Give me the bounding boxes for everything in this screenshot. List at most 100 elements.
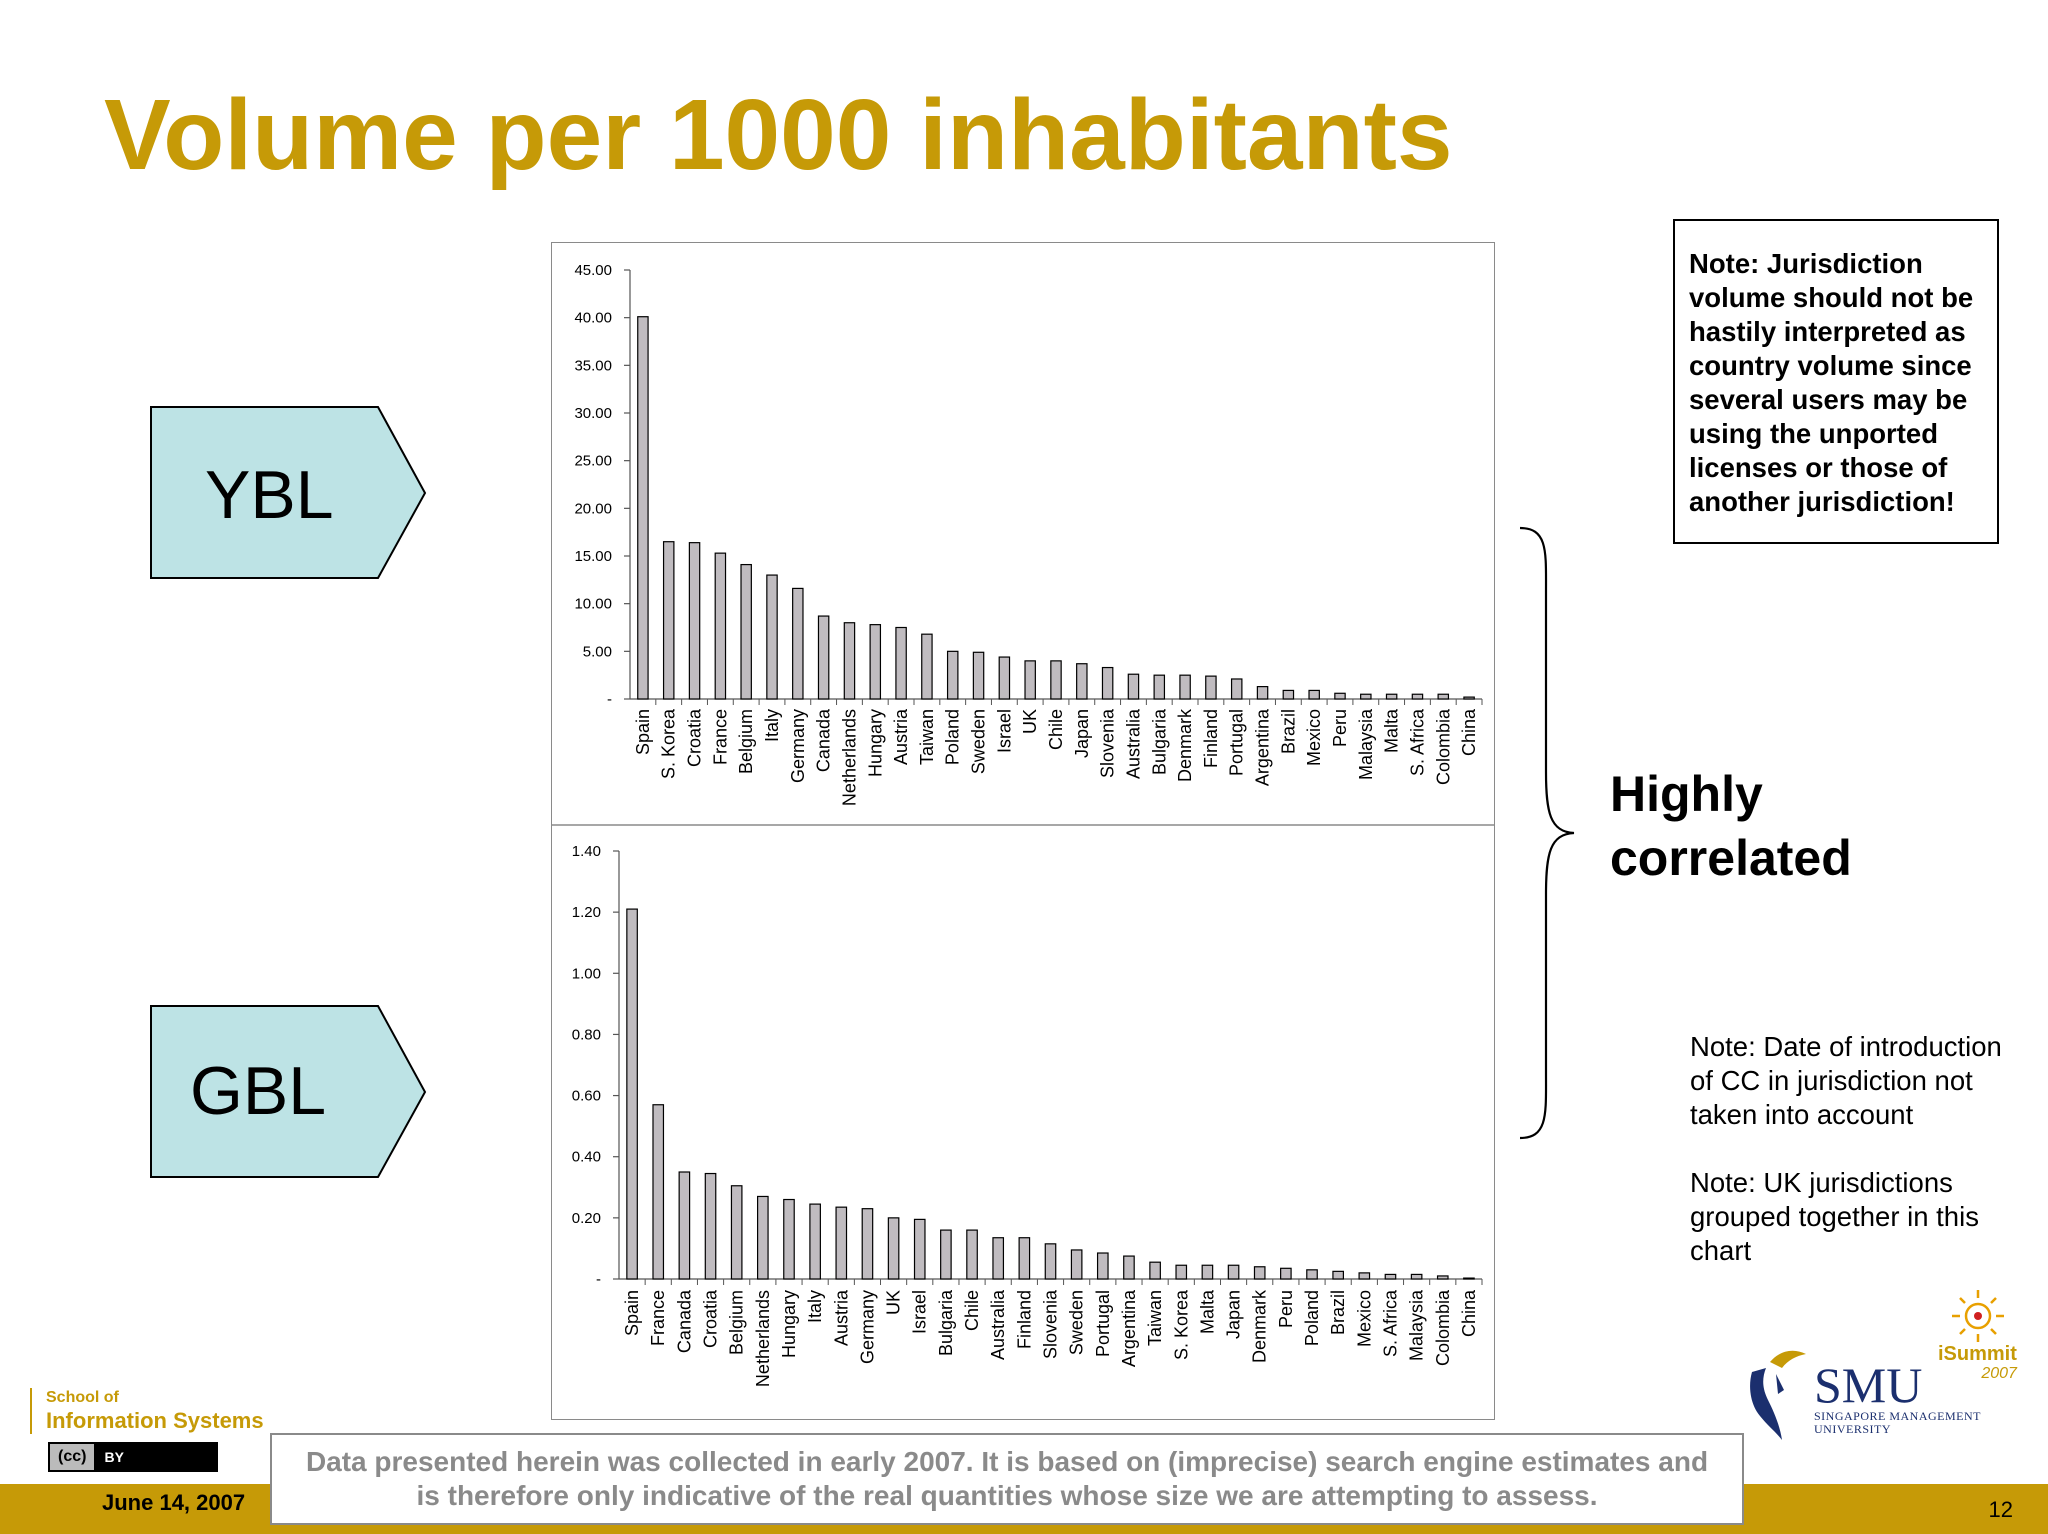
isummit-logo: iSummit 2007 — [1938, 1344, 2017, 1384]
uk-note: Note: UK jurisdictions grouped together … — [1690, 1167, 1979, 1266]
gbl-bar — [652, 1104, 665, 1280]
ybl-category-label: Slovenia — [1098, 708, 1118, 778]
ybl-bar — [1024, 660, 1036, 700]
disclaimer-line2: is therefore only indicative of the real… — [416, 1480, 1598, 1511]
disclaimer-line1: Data presented herein was collected in e… — [305, 1446, 1709, 1477]
ybl-bar — [688, 542, 701, 700]
ybl-category-label: Brazil — [1278, 709, 1298, 754]
gbl-bar — [1410, 1273, 1423, 1280]
gbl-y-tick-label: 0.80 — [572, 1026, 601, 1043]
ybl-bar — [817, 615, 830, 700]
ybl-bar — [946, 650, 959, 700]
ybl-y-tick-label: 25.00 — [574, 453, 612, 470]
side-notes: Note: Date of introduction of CC in juri… — [1690, 1030, 2030, 1302]
ybl-bar — [1076, 663, 1088, 700]
page-number: 12 — [1988, 1497, 2013, 1522]
gbl-bar — [1123, 1255, 1135, 1280]
ybl-bar — [843, 622, 856, 700]
gbl-bar — [1384, 1273, 1397, 1280]
gbl-category-label: Poland — [1302, 1290, 1322, 1346]
ybl-bar — [662, 541, 675, 700]
ybl-bar — [1282, 689, 1295, 700]
ybl-category-label: Finland — [1201, 709, 1221, 768]
gbl-bar — [992, 1237, 1005, 1280]
data-disclaimer: Data presented herein was collected in e… — [270, 1433, 1744, 1525]
gbl-category-label: Peru — [1276, 1290, 1296, 1328]
ybl-category-label: Spain — [633, 709, 653, 755]
ybl-category-label: Taiwan — [917, 709, 937, 765]
smu-wordmark: SMU SINGAPORE MANAGEMENT UNIVERSITY — [1814, 1360, 1981, 1436]
school-line1: School of — [46, 1389, 119, 1406]
ybl-category-label: S. Africa — [1407, 708, 1427, 776]
gbl-arrow-shape — [150, 1005, 427, 1178]
ybl-bar — [1153, 674, 1166, 700]
school-line2: Information Systems — [46, 1408, 264, 1433]
ybl-bar — [972, 651, 985, 700]
ybl-category-label: Italy — [762, 709, 782, 742]
ybl-bar — [637, 316, 649, 700]
ybl-bar — [869, 624, 882, 700]
ybl-category-label: Colombia — [1433, 708, 1453, 785]
cc-by-badge: (cc) BY — [48, 1442, 218, 1472]
ybl-category-label: Mexico — [1304, 709, 1324, 766]
gbl-bar — [1227, 1264, 1240, 1280]
ybl-bar — [1463, 696, 1475, 700]
isummit-name: iSummit — [1938, 1343, 2017, 1365]
gbl-category-label: Netherlands — [753, 1290, 773, 1387]
gbl-category-label: Mexico — [1354, 1290, 1374, 1347]
ybl-category-label: Australia — [1123, 708, 1143, 779]
gbl-bar — [1044, 1243, 1057, 1280]
gbl-category-label: S. Korea — [1171, 1289, 1191, 1360]
ybl-category-label: Canada — [814, 708, 834, 772]
gbl-category-label: Canada — [674, 1289, 694, 1353]
gbl-category-label: Finland — [1014, 1290, 1034, 1349]
gbl-y-tick-label: 0.40 — [572, 1149, 601, 1166]
gbl-category-label: Sweden — [1067, 1290, 1087, 1355]
gbl-label: GBL — [190, 1053, 327, 1129]
smu-crest-icon — [1750, 1350, 1806, 1440]
gbl-category-label: Slovenia — [1041, 1289, 1061, 1359]
gbl-bar — [1201, 1264, 1214, 1280]
ybl-y-tick-label: 20.00 — [574, 500, 612, 517]
gbl-bar — [704, 1172, 717, 1280]
ybl-y-tick-label: 40.00 — [574, 310, 612, 327]
ybl-bar — [1101, 666, 1114, 700]
gbl-bar — [966, 1229, 978, 1280]
gbl-category-label: France — [648, 1290, 668, 1346]
gbl-bar — [913, 1218, 926, 1280]
ybl-category-label: Bulgaria — [1149, 708, 1169, 775]
gbl-y-tick-label: 1.00 — [572, 965, 601, 982]
gbl-category-label: S. Africa — [1380, 1289, 1400, 1357]
gbl-bar — [940, 1229, 952, 1280]
ybl-bar — [1437, 693, 1450, 700]
gbl-bar — [1436, 1275, 1449, 1280]
gbl-category-label: Argentina — [1119, 1289, 1139, 1367]
ybl-category-label: Peru — [1330, 709, 1350, 747]
ybl-category-label: UK — [1020, 709, 1040, 734]
gbl-category-label: Austria — [831, 1289, 851, 1346]
gbl-bar — [835, 1206, 848, 1280]
gbl-category-label: Denmark — [1250, 1289, 1270, 1363]
cc-icon: (cc) — [50, 1444, 95, 1470]
gbl-bar — [1149, 1261, 1161, 1280]
gbl-bar — [626, 908, 638, 1280]
ybl-bar — [921, 633, 933, 700]
smu-name: SMU — [1814, 1357, 1923, 1413]
ybl-category-label: S. Korea — [659, 708, 679, 779]
ybl-category-label: Malaysia — [1356, 708, 1376, 780]
ybl-category-label: Japan — [1072, 709, 1092, 758]
ybl-bar — [714, 552, 727, 700]
gbl-y-tick-label: 1.20 — [572, 904, 601, 921]
ybl-category-label: Argentina — [1253, 708, 1273, 786]
gbl-bar — [783, 1198, 795, 1280]
ybl-bar — [1230, 678, 1243, 700]
ybl-category-label: Israel — [994, 709, 1014, 753]
gbl-category-label: Germany — [857, 1290, 877, 1364]
gbl-category-label: UK — [884, 1290, 904, 1315]
ybl-y-tick-label: 35.00 — [574, 357, 612, 374]
ybl-category-label: Hungary — [865, 709, 885, 777]
gbl-category-label: Chile — [962, 1290, 982, 1331]
isummit-year: 2007 — [1981, 1365, 2017, 1382]
ybl-bar — [1205, 675, 1217, 700]
gbl-bar — [1070, 1249, 1083, 1280]
